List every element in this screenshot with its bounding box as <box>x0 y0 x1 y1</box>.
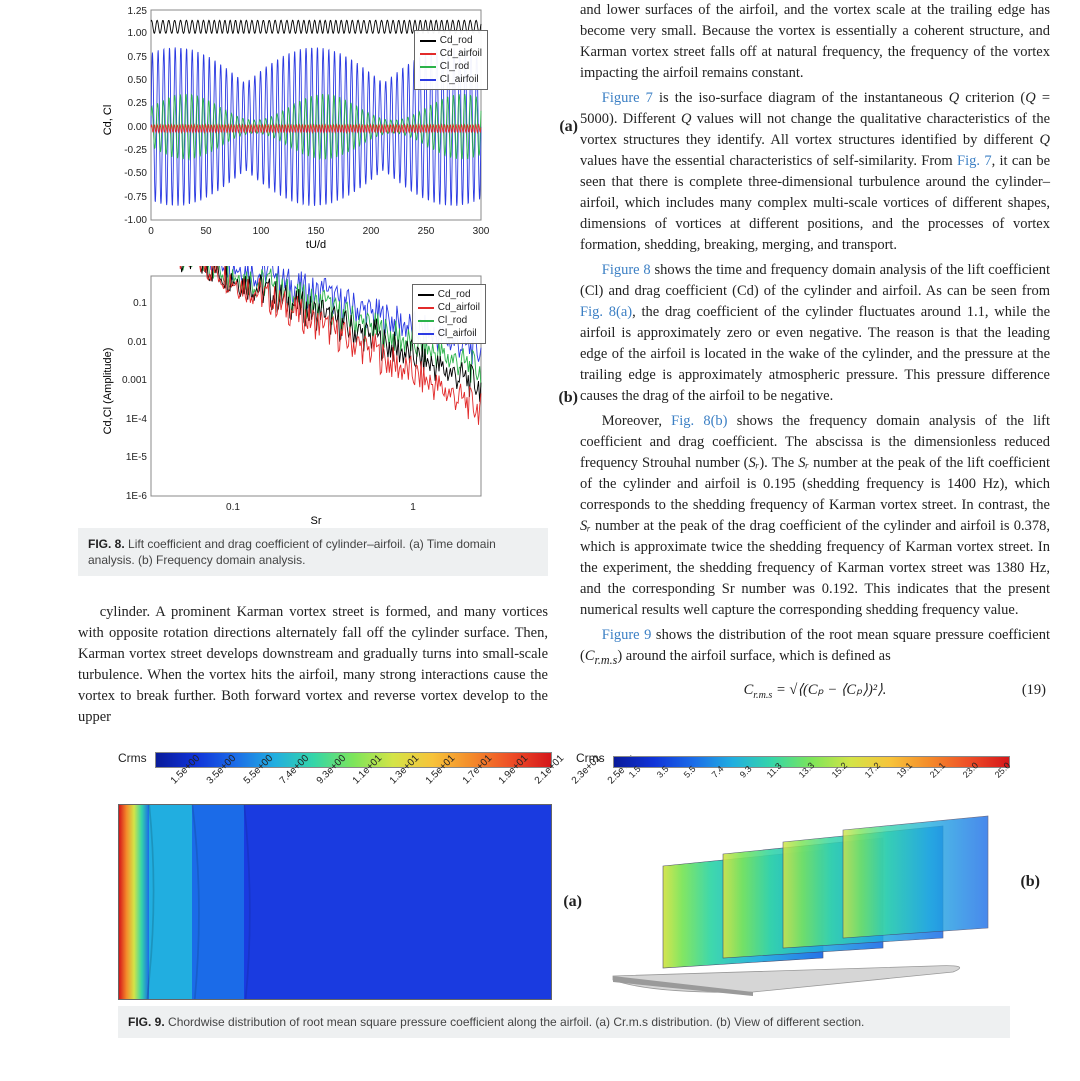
svg-text:100: 100 <box>253 226 270 237</box>
fig8a-ylabel: Cd, Cl <box>102 105 114 136</box>
equation-number: (19) <box>1022 680 1046 701</box>
fig9-caption: FIG. 9. Chordwise distribution of root m… <box>118 1006 1010 1038</box>
svg-text:0.1: 0.1 <box>133 298 147 309</box>
svg-text:150: 150 <box>308 226 325 237</box>
svg-text:0.50: 0.50 <box>128 75 148 86</box>
legend-item: Cd_rod <box>438 288 471 301</box>
svg-text:200: 200 <box>363 226 380 237</box>
fig8a-xlabel: tU/d <box>306 239 326 250</box>
fig8-caption-bold: FIG. 8. <box>88 537 125 551</box>
fig9-caption-bold: FIG. 9. <box>128 1015 165 1029</box>
fig9b-sublabel: (b) <box>1020 870 1040 893</box>
right-p2: Figure 7 is the iso-surface diagram of t… <box>580 88 1050 256</box>
svg-text:0.01: 0.01 <box>128 337 148 348</box>
fig8a-sublabel: (a) <box>559 115 578 138</box>
right-p4: Moreover, Fig. 8(b) shows the frequency … <box>580 411 1050 621</box>
fig8-caption-text: Lift coefficient and drag coefficient of… <box>88 537 496 567</box>
svg-text:0: 0 <box>148 226 154 237</box>
right-column: and lower surfaces of the airfoil, and t… <box>580 0 1050 732</box>
two-column-layout: -1.00 -0.75 -0.50 -0.25 0.00 0.25 0.50 0.75 1.… <box>78 0 1050 732</box>
svg-text:50: 50 <box>200 226 212 237</box>
fig8a-legend: Cd_rod Cd_airfoil Cl_rod Cl_airfoil <box>414 30 488 90</box>
fig-link[interactable]: Fig. 7 <box>957 153 992 169</box>
svg-text:1.00: 1.00 <box>128 28 148 39</box>
fig8b-ylabel: Cd,Cl (Amplitude) <box>102 348 114 435</box>
page: -1.00 -0.75 -0.50 -0.25 0.00 0.25 0.50 0.75 1.… <box>0 0 1080 1081</box>
svg-text:0.001: 0.001 <box>122 375 147 386</box>
svg-text:250: 250 <box>418 226 435 237</box>
svg-text:0.00: 0.00 <box>128 122 148 133</box>
right-p1: and lower surfaces of the airfoil, and t… <box>580 0 1050 84</box>
svg-text:1E-4: 1E-4 <box>126 414 148 425</box>
fig9-caption-text: Chordwise distribution of root mean squa… <box>168 1015 864 1029</box>
legend-item: Cd_rod <box>440 34 473 47</box>
svg-text:-0.75: -0.75 <box>124 192 147 203</box>
svg-text:1E-6: 1E-6 <box>126 491 148 502</box>
fig8b-xlabel: Sr <box>311 515 322 526</box>
fig9-panel-a: Crms 1.5e+003.5e+005.5e+007.4e+009.3e+00… <box>118 750 552 999</box>
fig8b-legend: Cd_rod Cd_airfoil Cl_rod Cl_airfoil <box>412 284 486 344</box>
svg-text:0.1: 0.1 <box>226 502 240 513</box>
svg-text:1: 1 <box>410 502 416 513</box>
fig-link[interactable]: Figure 7 <box>602 90 653 106</box>
legend-item: Cd_airfoil <box>438 301 480 314</box>
right-p5: Figure 9 shows the distribution of the r… <box>580 625 1050 669</box>
figure-8: -1.00 -0.75 -0.50 -0.25 0.00 0.25 0.50 0.75 1.… <box>78 0 548 576</box>
fig9a-colorbar-ticks: 1.5e+003.5e+005.5e+007.4e+009.3e+001.1e+… <box>168 778 552 793</box>
legend-item: Cl_airfoil <box>438 327 477 340</box>
svg-text:-1.00: -1.00 <box>124 215 147 226</box>
fig8b-sublabel: (b) <box>558 386 578 409</box>
fig8-panel-a: -1.00 -0.75 -0.50 -0.25 0.00 0.25 0.50 0.75 1.… <box>78 0 548 250</box>
fig9a-contour <box>118 804 552 1000</box>
fig-link[interactable]: Figure 8 <box>602 262 651 278</box>
fig-link[interactable]: Figure 9 <box>602 627 652 643</box>
svg-text:0.75: 0.75 <box>128 52 148 63</box>
svg-text:0.25: 0.25 <box>128 98 148 109</box>
left-body-p1: cylinder. A prominent Karman vortex stre… <box>78 602 548 728</box>
right-p3: Figure 8 shows the time and frequency do… <box>580 260 1050 407</box>
fig-link[interactable]: Fig. 8(a) <box>580 304 632 320</box>
svg-text:1E-5: 1E-5 <box>126 452 148 463</box>
legend-item: Cl_rod <box>438 314 467 327</box>
svg-text:-0.25: -0.25 <box>124 145 147 156</box>
fig9-panel-b: Crms 1.53.55.57.49.311.313.315.217.219.1… <box>576 750 1010 995</box>
svg-text:1.25: 1.25 <box>128 6 148 17</box>
left-column: -1.00 -0.75 -0.50 -0.25 0.00 0.25 0.50 0.75 1.… <box>78 0 548 732</box>
fig8-panel-b: 1E-6 1E-5 1E-4 0.001 0.01 0.1 0.1 1 Sr Cd,Cl … <box>78 266 548 526</box>
legend-item: Cl_airfoil <box>440 73 479 86</box>
legend-item: Cd_airfoil <box>440 47 482 60</box>
fig9a-title: Crms <box>118 750 147 767</box>
fig8-caption: FIG. 8. Lift coefficient and drag coeffi… <box>78 528 548 576</box>
svg-text:-0.50: -0.50 <box>124 168 147 179</box>
figure-9: Crms 1.5e+003.5e+005.5e+007.4e+009.3e+00… <box>78 750 1050 1038</box>
fig9b-title: Crms <box>576 750 605 767</box>
fig-link[interactable]: Fig. 8(b) <box>671 413 727 429</box>
equation-19: Cr.m.s = √⟨(Cₚ − ⟨Cₚ⟩)²⟩. (19) <box>580 680 1050 704</box>
legend-item: Cl_rod <box>440 60 469 73</box>
fig9b-colorbar-ticks: 1.53.55.57.49.311.313.315.217.219.121.12… <box>626 772 1010 785</box>
fig9b-3dview <box>576 796 1010 996</box>
svg-text:300: 300 <box>473 226 490 237</box>
